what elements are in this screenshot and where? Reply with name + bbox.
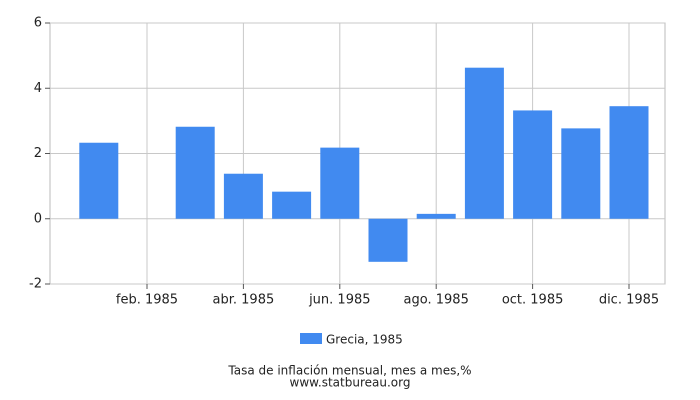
- x-tick-label: ago. 1985: [404, 293, 469, 308]
- y-tick-label: 2: [34, 146, 42, 161]
- x-tick-label: dic. 1985: [599, 293, 659, 308]
- legend-label: Grecia, 1985: [326, 333, 403, 347]
- x-tick-label: oct. 1985: [502, 293, 564, 308]
- chart-title: Tasa de inflación mensual, mes a mes,%: [227, 364, 471, 378]
- legend-swatch: [300, 333, 322, 344]
- bar: [320, 147, 360, 219]
- bar: [79, 142, 119, 219]
- y-tick-label: 0: [34, 211, 42, 226]
- y-tick-label: 4: [34, 81, 42, 96]
- bar: [223, 173, 263, 219]
- bar: [416, 213, 456, 219]
- y-tick-label: -2: [29, 277, 42, 292]
- bar: [272, 191, 312, 219]
- x-tick-label: abr. 1985: [213, 293, 275, 308]
- bar: [513, 110, 553, 219]
- y-tick-label: 6: [34, 16, 42, 31]
- x-tick-label: jun. 1985: [308, 293, 370, 308]
- source: www.statbureau.org: [290, 376, 411, 390]
- bar: [561, 128, 601, 219]
- bar: [368, 218, 408, 262]
- bar: [609, 106, 649, 219]
- bar: [464, 67, 504, 219]
- bar: [175, 126, 215, 219]
- x-tick-label: feb. 1985: [116, 293, 178, 308]
